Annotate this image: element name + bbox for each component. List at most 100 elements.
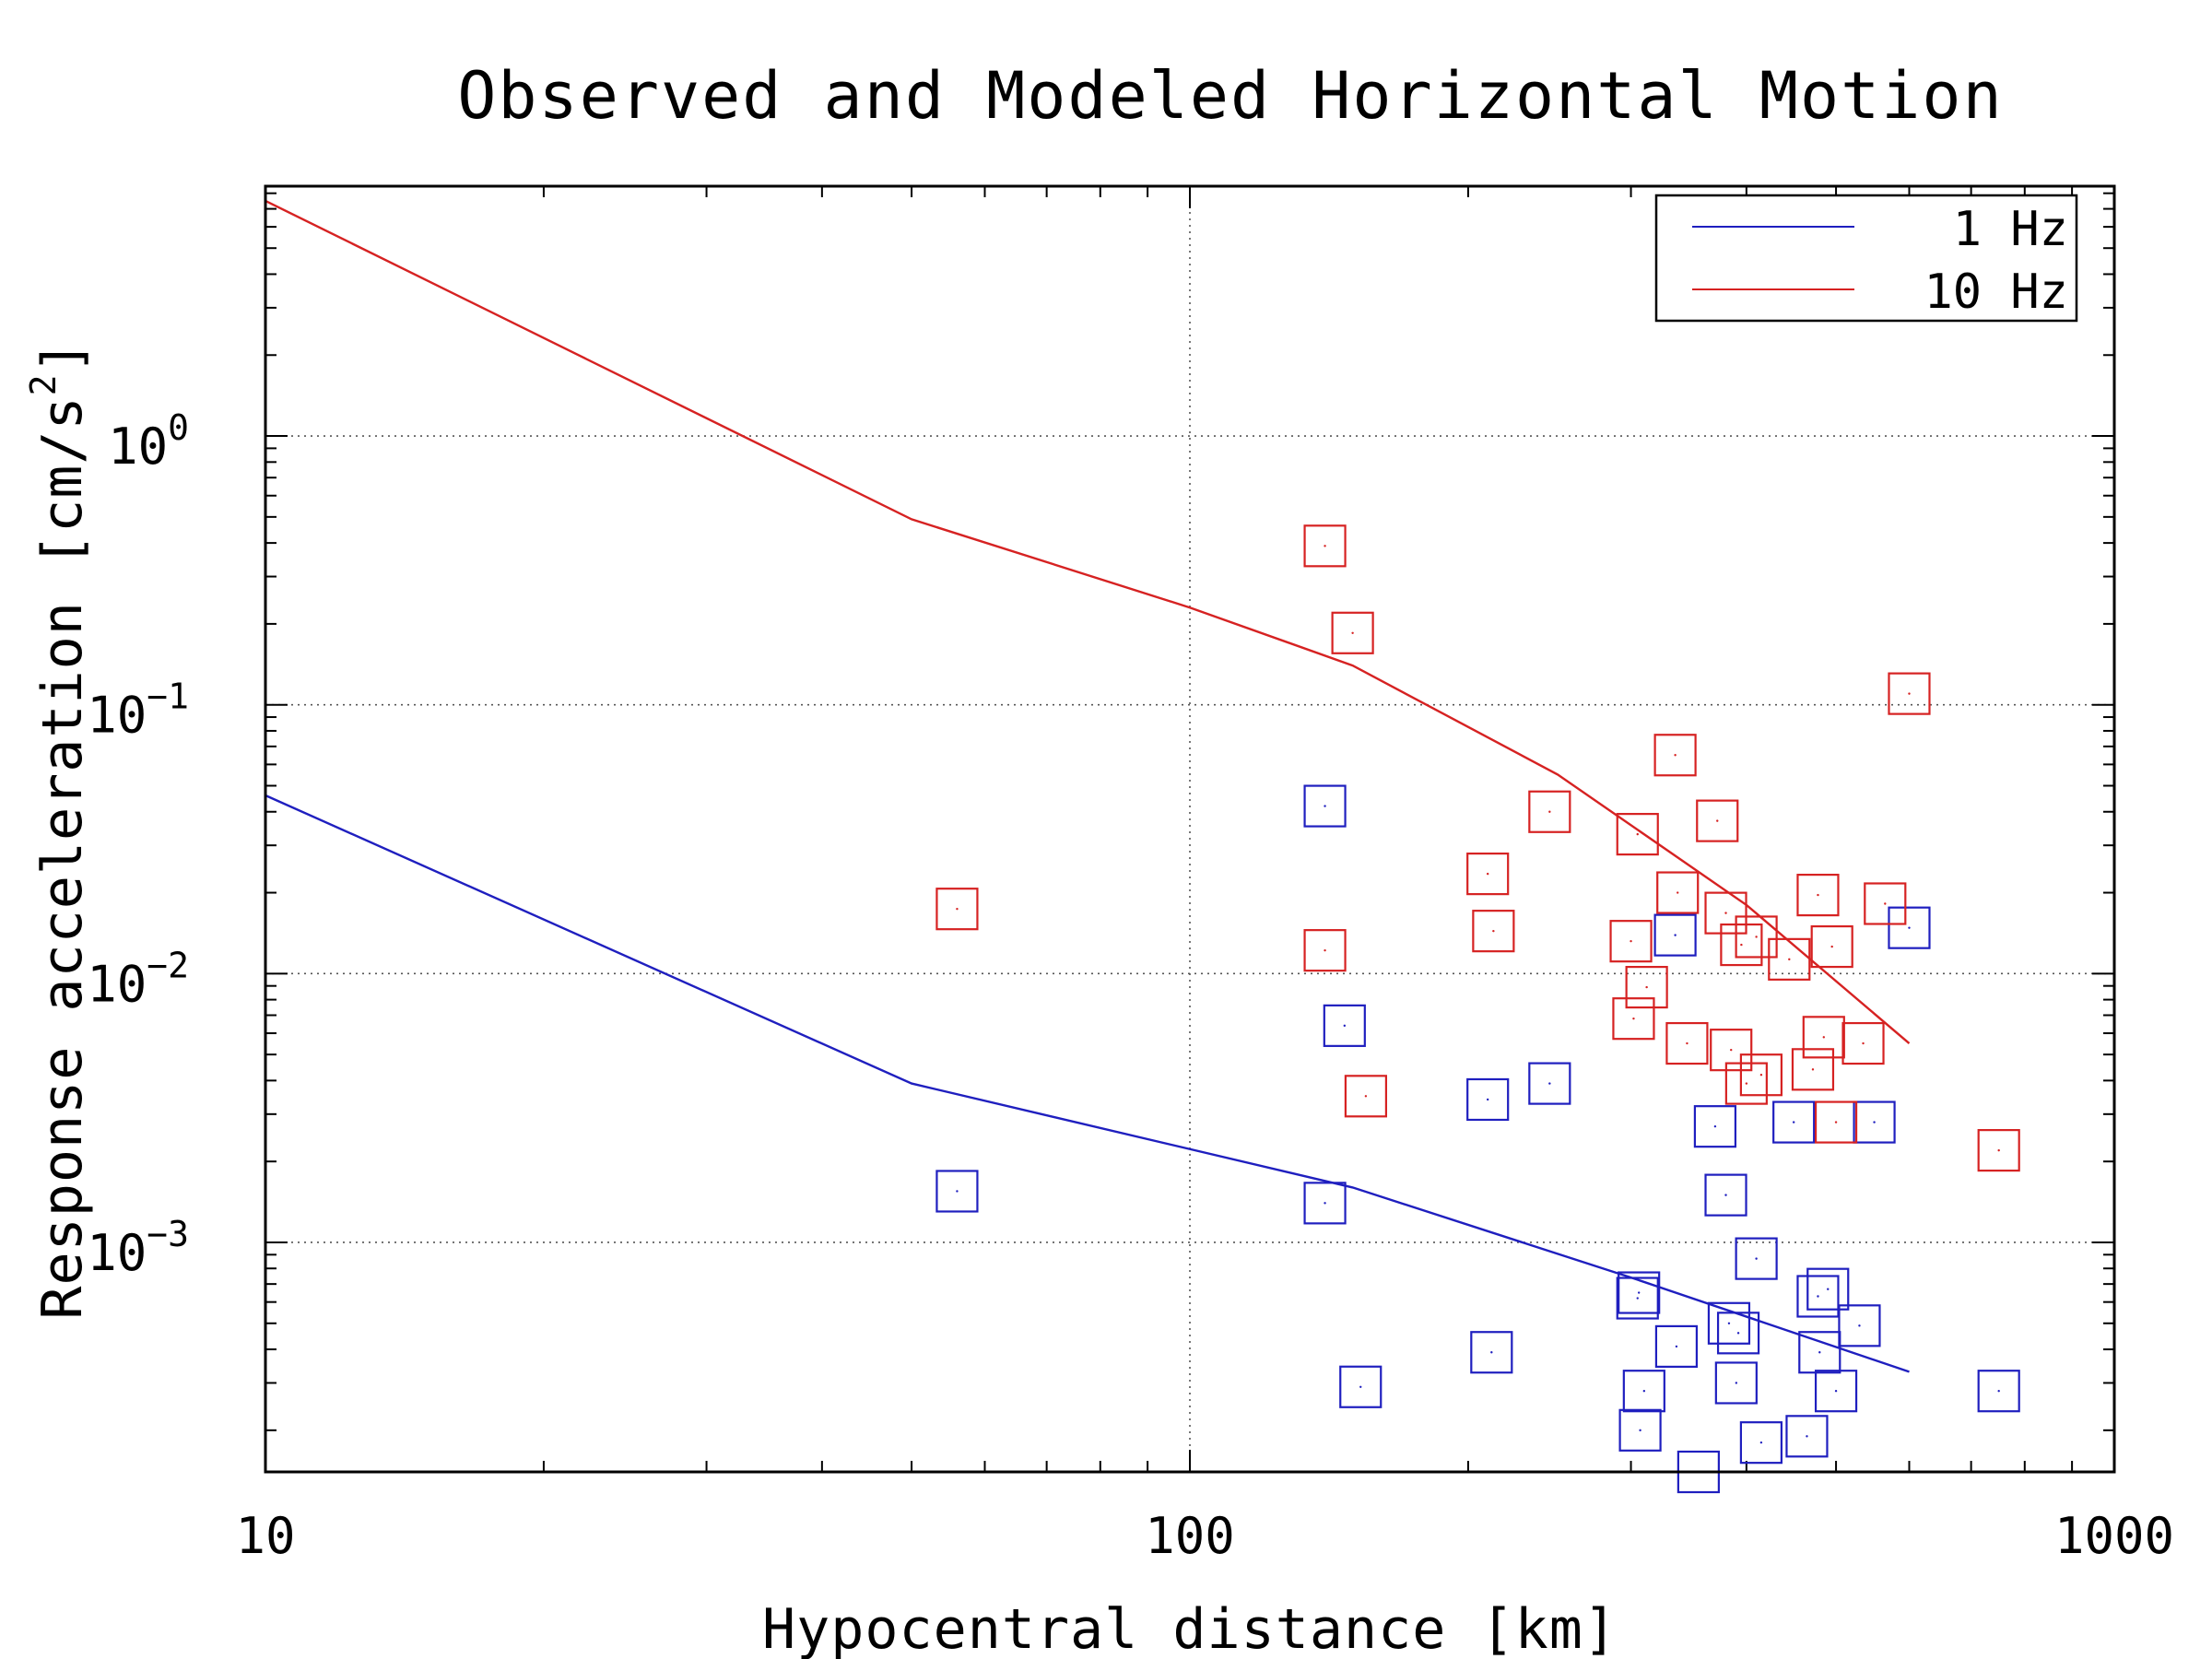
observed-marker-10hz bbox=[1696, 799, 1739, 842]
observed-marker-1hz bbox=[1653, 913, 1697, 957]
observed-marker-10hz bbox=[1466, 853, 1510, 896]
observed-marker-1hz bbox=[1798, 1331, 1841, 1374]
observed-marker-1hz bbox=[1716, 1312, 1760, 1355]
y-axis-label-close: ] bbox=[30, 339, 95, 373]
axis-ticks bbox=[265, 186, 2114, 1472]
observed-marker-center-10hz bbox=[1862, 1041, 1865, 1045]
observed-marker-center-1hz bbox=[1817, 1295, 1819, 1298]
observed-marker-center-1hz bbox=[1642, 1390, 1646, 1393]
observed-marker-10hz bbox=[1710, 1029, 1753, 1072]
legend-label-10hz: 10 Hz bbox=[1924, 265, 2068, 320]
observed-marker-center-10hz bbox=[1716, 819, 1719, 822]
observed-marker-center-10hz bbox=[1324, 948, 1326, 952]
observed-marker-10hz bbox=[1768, 937, 1811, 981]
observed-marker-1hz bbox=[1704, 1173, 1747, 1217]
observed-marker-center-10hz bbox=[1724, 912, 1727, 914]
model-lines bbox=[265, 199, 1911, 1373]
observed-marker-center-10hz bbox=[1755, 935, 1758, 938]
observed-marker-1hz bbox=[1772, 1100, 1816, 1144]
observed-marker-center-10hz bbox=[1674, 754, 1677, 757]
observed-marker-center-1hz bbox=[1639, 1429, 1641, 1432]
observed-marker-center-10hz bbox=[1677, 891, 1679, 894]
observed-marker-1hz bbox=[1618, 1408, 1662, 1452]
observed-marker-center-10hz bbox=[956, 907, 959, 911]
observed-marker-10hz bbox=[1810, 924, 1853, 969]
observed-marker-10hz bbox=[1841, 1021, 1885, 1065]
observed-marker-1hz bbox=[1303, 1182, 1347, 1225]
observed-marker-10hz bbox=[1977, 1129, 2020, 1172]
observed-marker-center-1hz bbox=[1759, 1441, 1763, 1444]
observed-marker-center-10hz bbox=[1730, 1048, 1733, 1052]
observed-marker-center-10hz bbox=[1745, 1082, 1748, 1085]
y-tick-label-base: 10 bbox=[87, 955, 147, 1013]
observed-marker-center-10hz bbox=[1324, 545, 1326, 547]
observed-marker-center-1hz bbox=[1324, 805, 1326, 807]
observed-marker-center-1hz bbox=[1674, 934, 1677, 936]
observed-marker-1hz bbox=[1796, 1275, 1840, 1318]
observed-marker-1hz bbox=[1528, 1062, 1571, 1105]
observed-marker-10hz bbox=[1344, 1075, 1388, 1118]
observed-marker-1hz bbox=[1707, 1301, 1751, 1345]
observed-marker-center-1hz bbox=[1827, 1288, 1830, 1290]
y-tick-label-base: 10 bbox=[87, 687, 147, 745]
observed-marker-1hz bbox=[1323, 1004, 1366, 1047]
observed-marker-center-1hz bbox=[1834, 1390, 1838, 1393]
x-tick-label: 10 bbox=[235, 1507, 295, 1565]
observed-marker-center-1hz bbox=[1636, 1297, 1639, 1300]
y-axis-label: Response acceleration [cm/s2] bbox=[23, 339, 95, 1319]
observed-marker-10hz bbox=[1888, 672, 1931, 715]
observed-marker-1hz bbox=[1339, 1365, 1382, 1408]
observed-marker-center-10hz bbox=[1351, 631, 1354, 634]
observed-marker-10hz bbox=[1724, 1062, 1768, 1105]
model-line-10hz bbox=[265, 199, 1911, 1045]
observed-marker-center-10hz bbox=[1811, 1068, 1815, 1071]
observed-marker-1hz bbox=[1616, 1277, 1659, 1320]
observed-marker-10hz bbox=[1612, 997, 1655, 1041]
observed-marker-1hz bbox=[1303, 784, 1347, 828]
observed-marker-10hz bbox=[1616, 813, 1659, 856]
observed-marker-center-1hz bbox=[1755, 1257, 1758, 1260]
legend-box bbox=[1654, 194, 2078, 323]
y-tick-label-exponent: −2 bbox=[147, 945, 189, 985]
observed-marker-center-10hz bbox=[1834, 1121, 1838, 1124]
observed-marker-center-1hz bbox=[1735, 1382, 1738, 1384]
observed-markers bbox=[935, 524, 2020, 1494]
observed-marker-center-10hz bbox=[1686, 1041, 1688, 1045]
observed-marker-10hz bbox=[1472, 910, 1515, 953]
observed-marker-center-1hz bbox=[1997, 1390, 2000, 1393]
legend: 1 Hz 10 Hz bbox=[1654, 194, 2078, 323]
observed-marker-center-1hz bbox=[1806, 1435, 1808, 1438]
observed-marker-center-10hz bbox=[1740, 943, 1743, 947]
observed-marker-1hz bbox=[1853, 1100, 1896, 1144]
observed-marker-center-1hz bbox=[1637, 1291, 1641, 1294]
observed-marker-1hz bbox=[1785, 1415, 1829, 1458]
observed-marker-center-1hz bbox=[1675, 1345, 1678, 1348]
observed-marker-center-10hz bbox=[1884, 902, 1887, 905]
observed-marker-10hz bbox=[935, 888, 979, 931]
y-axis-label-superscript: 2 bbox=[23, 373, 64, 395]
observed-marker-center-10hz bbox=[1636, 832, 1639, 836]
observed-marker-1hz bbox=[935, 1170, 979, 1213]
y-tick-label-exponent: −3 bbox=[147, 1214, 189, 1254]
observed-marker-1hz bbox=[1470, 1331, 1513, 1374]
x-tick-label: 1000 bbox=[2054, 1507, 2174, 1565]
observed-marker-center-10hz bbox=[1548, 810, 1551, 813]
legend-label-1hz: 1 Hz bbox=[1953, 202, 2068, 257]
observed-marker-center-1hz bbox=[1548, 1082, 1551, 1085]
observed-marker-center-10hz bbox=[1486, 872, 1489, 876]
observed-marker-center-1hz bbox=[1486, 1098, 1489, 1101]
observed-marker-center-1hz bbox=[1359, 1385, 1362, 1388]
observed-marker-center-1hz bbox=[1858, 1324, 1861, 1327]
observed-marker-10hz bbox=[1864, 882, 1907, 925]
observed-marker-1hz bbox=[1622, 1370, 1665, 1413]
y-tick-label: 100 bbox=[108, 407, 189, 476]
x-tick-labels: 10 100 1000 bbox=[235, 1507, 2174, 1565]
observed-marker-center-10hz bbox=[1830, 945, 1833, 948]
observed-marker-10hz bbox=[1665, 1021, 1709, 1065]
observed-marker-center-10hz bbox=[1630, 939, 1632, 943]
observed-marker-center-1hz bbox=[1873, 1121, 1876, 1124]
observed-marker-10hz bbox=[1735, 915, 1778, 959]
observed-marker-center-1hz bbox=[1818, 1351, 1821, 1354]
